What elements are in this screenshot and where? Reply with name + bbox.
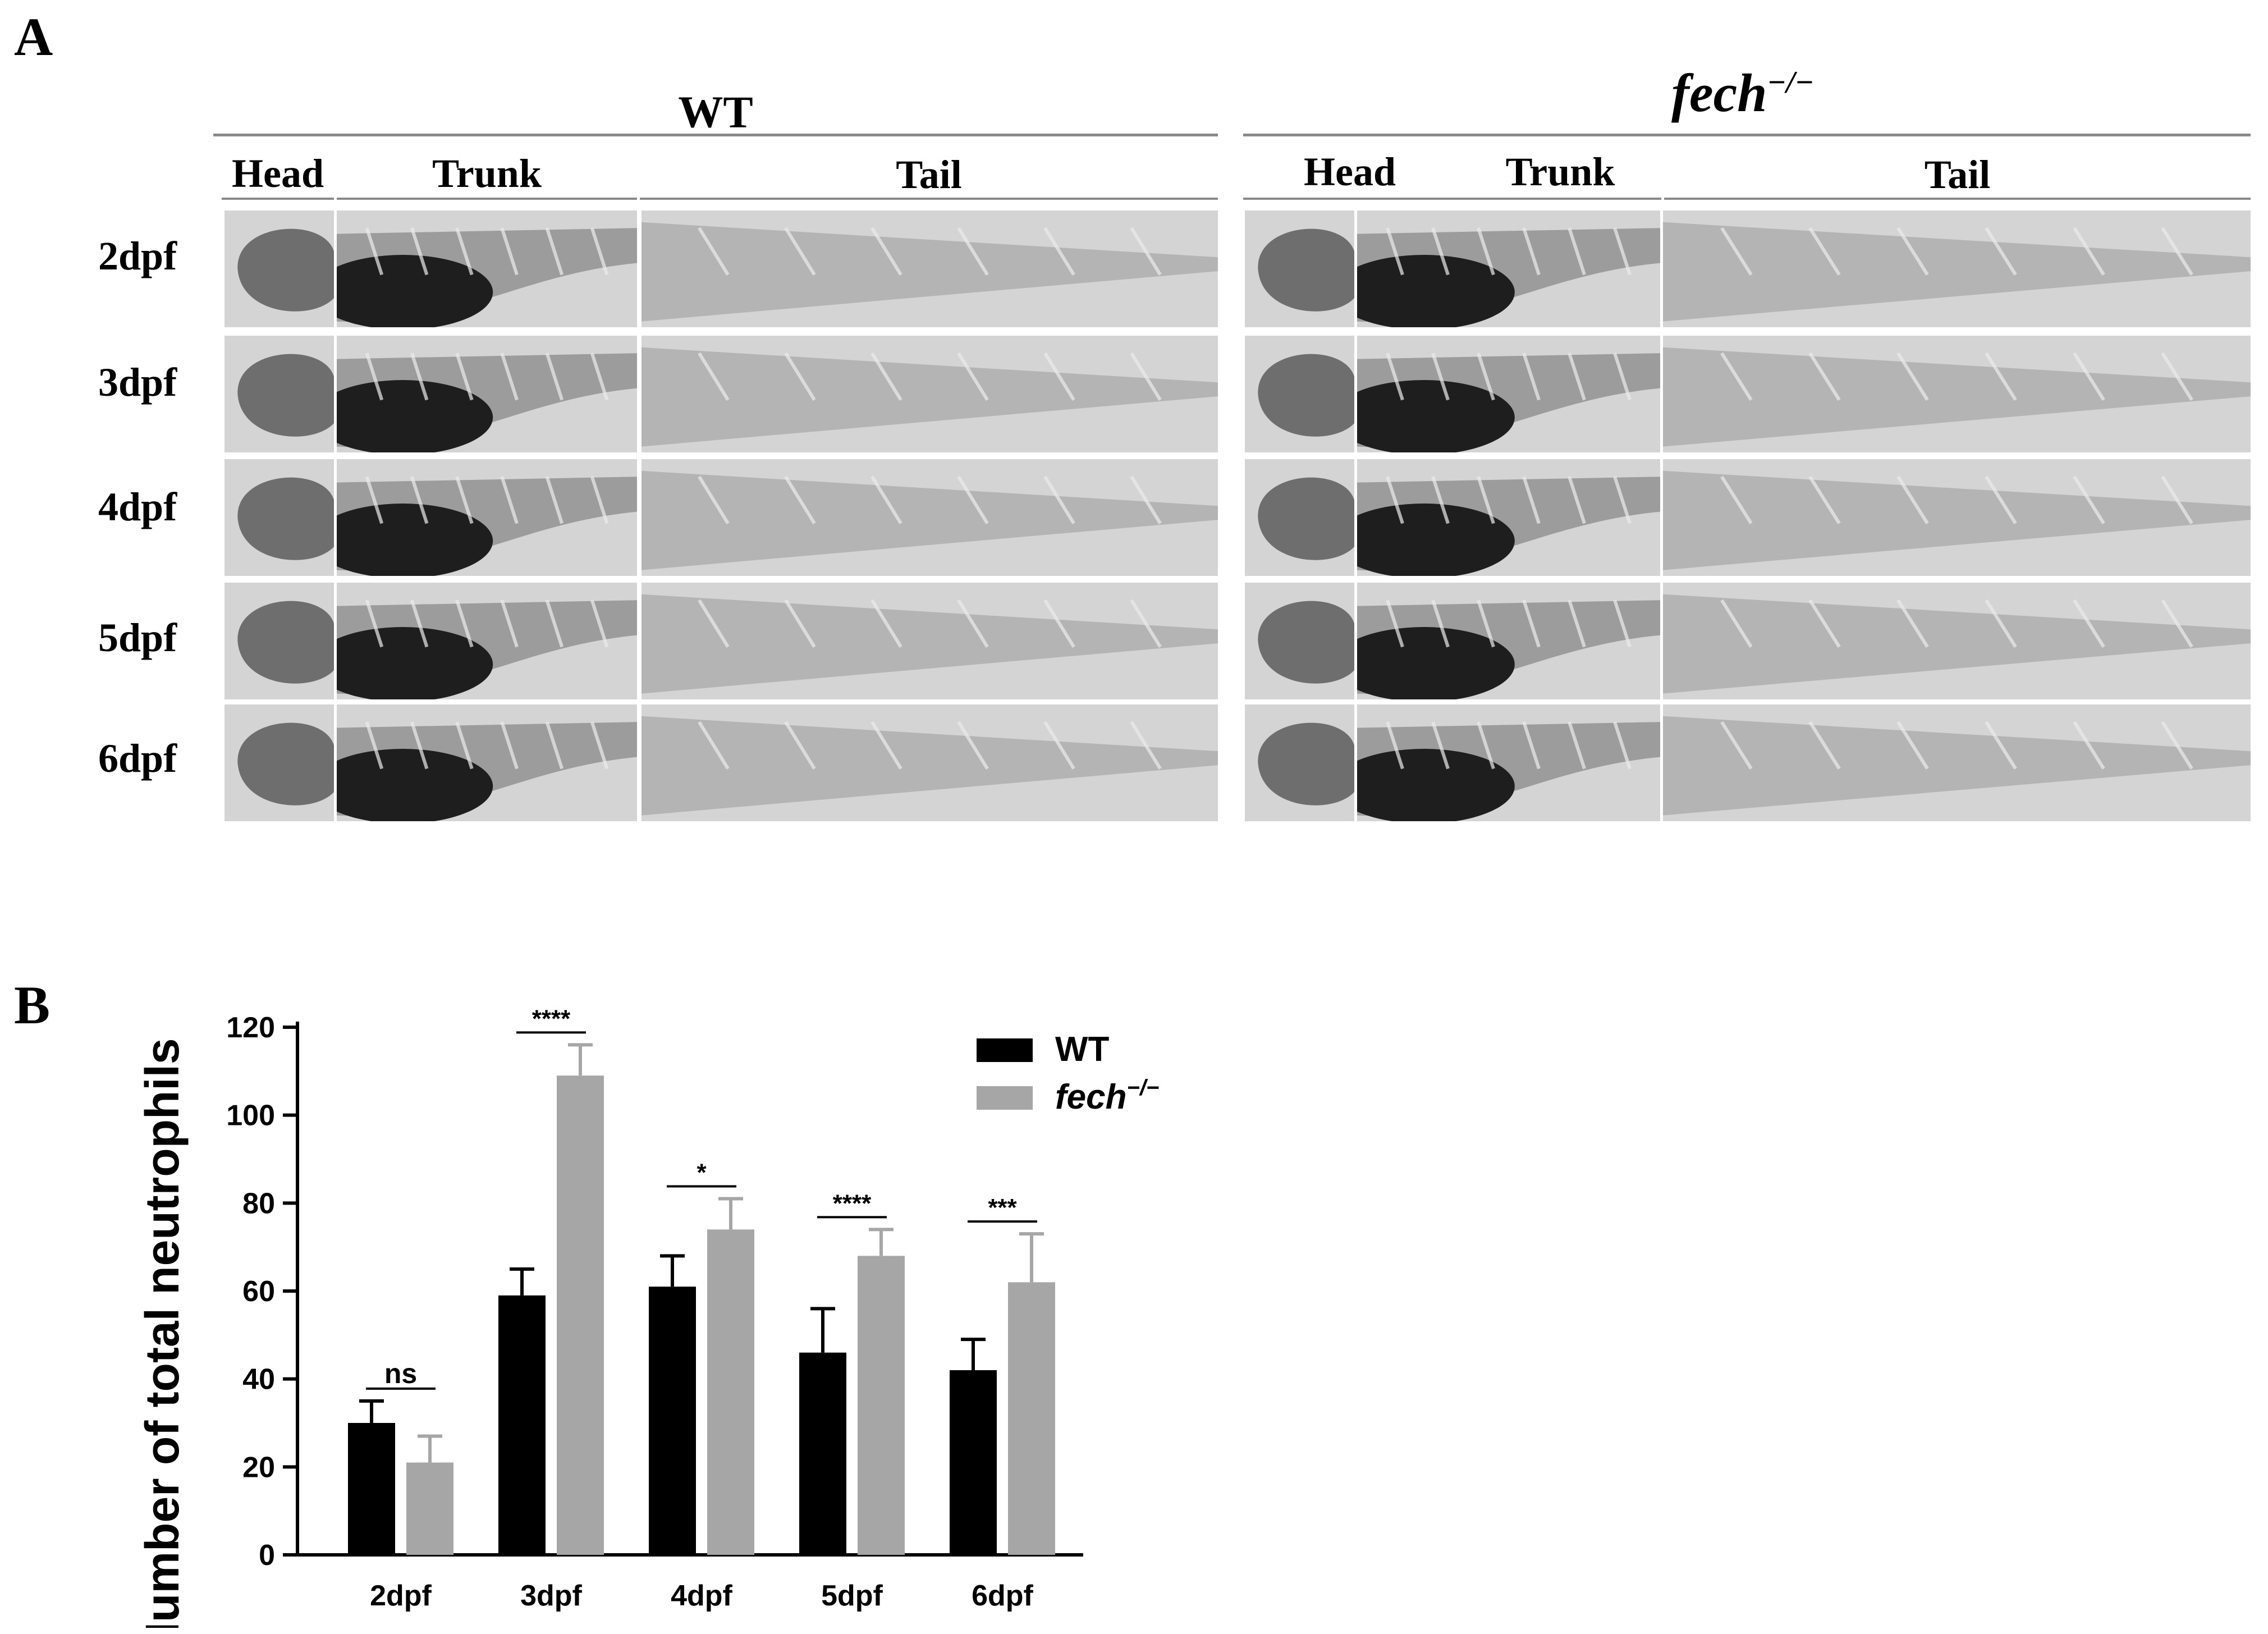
group-title-wt: WT: [678, 88, 753, 138]
row-label-3dpf: 3dpf: [98, 360, 177, 405]
section-rule-head-wt: [222, 198, 334, 200]
micrograph-fech-tail-6dpf: [1663, 704, 2251, 821]
micrograph-fech-head-5dpf: [1245, 583, 1354, 699]
x-tick-label-3dpf: 3dpf: [520, 1580, 582, 1612]
micrograph-wt-trunk-6dpf: [337, 704, 637, 821]
y-tick-label-0: 0: [259, 1539, 275, 1572]
legend-label-fech: fech−/−: [1055, 1075, 1159, 1116]
bar-fech-6dpf: [1008, 1282, 1055, 1555]
y-tick-label-80: 80: [242, 1187, 275, 1220]
y-tick-label-20: 20: [242, 1451, 275, 1484]
micrograph-fech-head-6dpf: [1245, 704, 1354, 821]
x-tick-label-4dpf: 4dpf: [671, 1580, 732, 1612]
section-label-tail-fech: Tail: [1924, 152, 1991, 197]
legend-label-fech-sup: −/−: [1126, 1075, 1159, 1100]
bar-fech-4dpf: [707, 1229, 754, 1555]
neutrophil-bar-chart: 0 20 40 60 80 100 120 Number of total neutrophi…: [136, 1005, 1159, 1628]
row-label-4dpf: 4dpf: [98, 484, 177, 529]
row-label-2dpf: 2dpf: [98, 234, 177, 278]
micrograph-wt-tail-2dpf: [642, 210, 1218, 327]
bar-wt-3dpf: [498, 1295, 546, 1555]
micrograph-fech-trunk-4dpf: [1357, 459, 1660, 576]
x-tick-label-5dpf: 5dpf: [821, 1580, 883, 1612]
x-tick-label-2dpf: 2dpf: [370, 1580, 432, 1612]
micrograph-fech-trunk-6dpf: [1357, 704, 1660, 821]
micrograph-fech-head-3dpf: [1245, 336, 1354, 452]
legend-swatch-wt: [977, 1038, 1033, 1062]
significance-label-4dpf: *: [697, 1159, 707, 1187]
micrograph-wt-trunk-2dpf: [337, 210, 637, 327]
micrograph-wt-trunk-5dpf: [337, 583, 637, 699]
section-label-trunk-wt: Trunk: [432, 151, 542, 196]
micrograph-wt-trunk-4dpf: [337, 459, 637, 576]
y-tick-label-60: 60: [242, 1275, 275, 1308]
micrograph-fech-trunk-5dpf: [1357, 583, 1660, 699]
bar-fech-2dpf: [406, 1462, 453, 1555]
panel-a-letter: A: [14, 7, 53, 67]
section-rule-trunk-wt: [337, 198, 637, 200]
micrograph-wt-tail-4dpf: [642, 459, 1218, 576]
bar-fech-3dpf: [557, 1075, 604, 1555]
micrograph-wt-head-2dpf: [224, 210, 334, 327]
micrograph-fech-tail-4dpf: [1663, 459, 2251, 576]
micrograph-wt-tail-6dpf: [642, 704, 1218, 821]
micrograph-fech-head-4dpf: [1245, 459, 1354, 576]
micrograph-wt-head-5dpf: [224, 583, 334, 699]
micrograph-wt-head-6dpf: [224, 704, 334, 821]
section-label-trunk-fech: Trunk: [1505, 149, 1615, 194]
micrograph-wt-tail-3dpf: [642, 336, 1218, 452]
y-tick-label-40: 40: [242, 1363, 275, 1396]
micrograph-wt-head-3dpf: [224, 336, 334, 452]
group-rule-fech: [1243, 134, 2251, 136]
significance-label-5dpf: ****: [833, 1189, 872, 1217]
bar-wt-4dpf: [649, 1287, 696, 1555]
bar-wt-5dpf: [799, 1352, 846, 1555]
section-rule-tail-wt: [640, 198, 1218, 200]
panel-b-letter: B: [14, 975, 51, 1035]
bar-fech-5dpf: [858, 1256, 905, 1555]
section-label-head-wt: Head: [231, 151, 324, 196]
micrograph-fech-tail-2dpf: [1663, 210, 2251, 327]
row-label-5dpf: 5dpf: [98, 615, 177, 660]
section-label-tail-wt: Tail: [896, 152, 962, 197]
section-rule-tail-fech: [1664, 198, 2251, 200]
bar-wt-2dpf: [348, 1423, 395, 1555]
micrograph-fech-trunk-2dpf: [1357, 210, 1660, 327]
section-rule-headtrunk-fech: [1243, 198, 1661, 200]
significance-label-6dpf: ***: [988, 1194, 1017, 1221]
micrograph-wt-head-4dpf: [224, 459, 334, 576]
micrograph-wt-tail-5dpf: [642, 583, 1218, 699]
micrograph-fech-tail-3dpf: [1663, 336, 2251, 452]
micrograph-fech-head-2dpf: [1245, 210, 1354, 327]
micrograph-fech-tail-5dpf: [1663, 583, 2251, 699]
micrograph-fech-trunk-3dpf: [1357, 336, 1660, 452]
legend-label-wt: WT: [1055, 1030, 1110, 1069]
significance-label-3dpf: ****: [532, 1005, 571, 1032]
row-label-6dpf: 6dpf: [98, 736, 177, 781]
significance-label-2dpf: ns: [384, 1358, 417, 1389]
bar-wt-6dpf: [950, 1370, 997, 1555]
legend-swatch-fech: [977, 1086, 1033, 1110]
x-tick-label-6dpf: 6dpf: [972, 1580, 1033, 1612]
group-rule-wt: [213, 134, 1218, 136]
group-title-fech: fech−/−: [1671, 63, 1814, 123]
y-axis-label: Number of total neutrophils: [136, 1038, 189, 1628]
micrograph-wt-trunk-3dpf: [337, 336, 637, 452]
y-tick-label-100: 100: [226, 1100, 275, 1132]
y-tick-label-120: 120: [226, 1011, 275, 1044]
section-label-head-fech: Head: [1303, 149, 1396, 194]
